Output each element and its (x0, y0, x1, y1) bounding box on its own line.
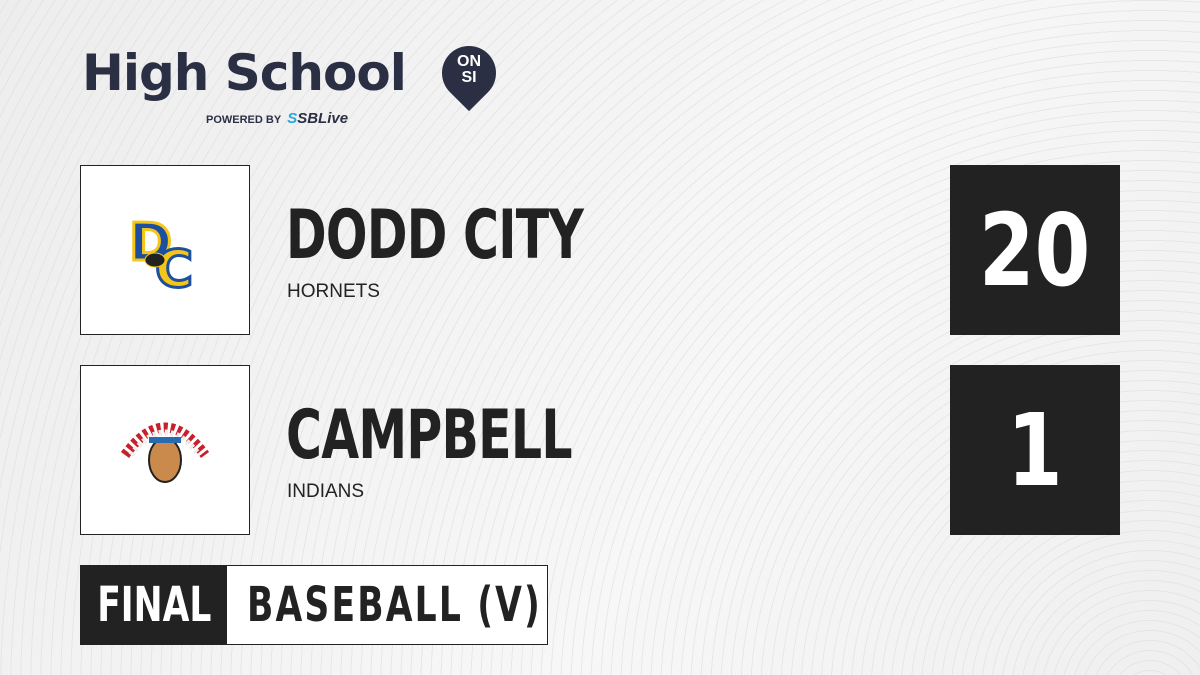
team-name: CAMPBELL (286, 396, 573, 475)
team-logo-campbell (80, 365, 250, 535)
logo-title: High School (82, 44, 407, 102)
powered-by: POWERED BY SSBLive (206, 110, 349, 127)
indian-headdress-logo-icon (120, 422, 210, 483)
team-score: 20 (950, 165, 1120, 335)
team-mascot: INDIANS (287, 481, 365, 502)
high-school-on-si-logo: High School ON SI POWERED BY SSBLive (82, 34, 508, 127)
team-name: DODD CITY (286, 196, 584, 275)
team-score: 1 (950, 365, 1120, 535)
team-logo-dodd-city: D C (80, 165, 250, 335)
pin-badge: ON SI (457, 53, 481, 86)
hornet-logo-icon: D C (128, 212, 195, 296)
svg-text:C: C (155, 240, 193, 295)
sport-label: BASEBALL (V) (227, 566, 547, 644)
game-status-bar: FINAL BASEBALL (V) (80, 565, 548, 645)
svg-text:D: D (129, 213, 172, 273)
sblive-logo: SSBLive (287, 110, 349, 127)
final-label: FINAL (81, 566, 227, 644)
team-mascot: HORNETS (287, 281, 380, 302)
